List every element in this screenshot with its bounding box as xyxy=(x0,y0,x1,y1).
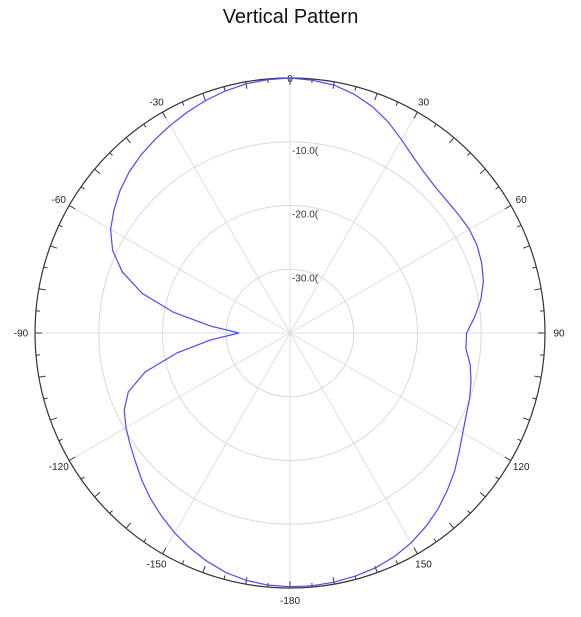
outer-ticks xyxy=(35,78,545,588)
angle-label: 150 xyxy=(415,560,432,571)
series-layer xyxy=(109,77,485,588)
angle-label: 0 xyxy=(287,74,293,85)
radial-label: -30.0( xyxy=(292,273,319,284)
tick-mark xyxy=(125,522,131,529)
tick-mark xyxy=(68,456,76,461)
tick-mark xyxy=(43,397,48,400)
tick-mark xyxy=(522,245,530,249)
tick-mark xyxy=(162,111,167,119)
angle-label: -180 xyxy=(280,596,300,607)
tick-mark xyxy=(58,438,63,442)
tick-mark xyxy=(109,152,113,156)
tick-mark xyxy=(43,266,48,269)
angle-label: 60 xyxy=(516,195,528,206)
radial-label: -20.0( xyxy=(292,210,319,221)
tick-mark xyxy=(125,137,131,144)
grid-ring xyxy=(162,205,418,461)
tick-mark xyxy=(374,565,378,573)
tick-mark xyxy=(354,86,357,91)
tick-mark xyxy=(332,577,335,585)
tick-mark xyxy=(479,492,486,498)
tick-mark xyxy=(202,93,206,101)
tick-mark xyxy=(433,123,437,128)
tick-mark xyxy=(245,81,248,89)
tick-mark xyxy=(532,266,537,269)
tick-mark xyxy=(395,560,399,565)
tick-mark xyxy=(479,168,486,174)
tick-mark xyxy=(181,560,185,565)
angle-label: -120 xyxy=(49,462,69,473)
tick-mark xyxy=(467,510,471,514)
tick-mark xyxy=(109,510,113,514)
radial-label: -10.0( xyxy=(292,146,319,157)
angle-label: 90 xyxy=(553,329,565,340)
tick-mark xyxy=(504,205,512,210)
tick-mark xyxy=(433,538,437,543)
pattern-trace xyxy=(109,77,485,588)
tick-mark xyxy=(534,375,542,378)
tick-mark xyxy=(449,522,455,529)
tick-mark xyxy=(94,492,101,498)
angle-label: 120 xyxy=(513,462,530,473)
tick-mark xyxy=(517,438,522,442)
chart-title: Vertical Pattern xyxy=(222,6,359,28)
tick-mark xyxy=(467,152,471,156)
grid-ring xyxy=(225,268,355,398)
grid-ring xyxy=(98,141,482,525)
tick-mark xyxy=(495,476,500,480)
tick-mark xyxy=(413,111,418,119)
tick-mark xyxy=(413,547,418,555)
tick-mark xyxy=(517,224,522,228)
angle-label: -90 xyxy=(14,329,29,340)
tick-mark xyxy=(50,417,58,421)
angle-label: 30 xyxy=(418,97,430,108)
tick-mark xyxy=(38,375,46,378)
tick-mark xyxy=(68,205,76,210)
tick-mark xyxy=(80,476,85,480)
tick-mark xyxy=(374,93,378,101)
tick-mark xyxy=(449,137,455,144)
tick-mark xyxy=(534,288,542,291)
tick-mark xyxy=(522,417,530,421)
tick-mark xyxy=(223,575,226,580)
angle-label: -30 xyxy=(149,97,164,108)
tick-mark xyxy=(202,565,206,573)
angle-label: -60 xyxy=(52,195,67,206)
angle-label: -150 xyxy=(146,560,166,571)
tick-mark xyxy=(181,101,185,106)
tick-mark xyxy=(94,168,101,174)
tick-mark xyxy=(532,397,537,400)
tick-mark xyxy=(50,245,58,249)
tick-mark xyxy=(80,186,85,190)
tick-mark xyxy=(162,547,167,555)
tick-mark xyxy=(495,186,500,190)
tick-mark xyxy=(143,123,147,128)
tick-mark xyxy=(58,224,63,228)
angle-labels: 0 30 60 90 120 150 -180 -150 -120 -90 -60 -30 xyxy=(14,74,565,607)
tick-mark xyxy=(504,456,512,461)
tick-mark xyxy=(223,86,226,91)
tick-mark xyxy=(143,538,147,543)
radial-labels: -10.0( -20.0( -30.0( xyxy=(292,146,319,285)
tick-mark xyxy=(395,101,399,106)
tick-mark xyxy=(38,288,46,291)
